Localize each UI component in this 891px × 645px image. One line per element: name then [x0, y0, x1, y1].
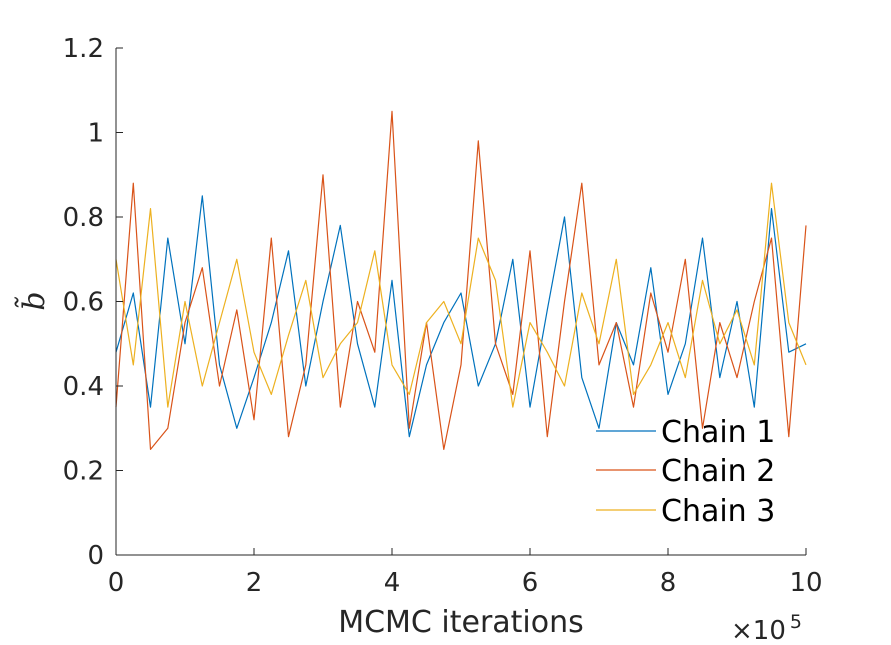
y-tick-label: 0.8 [63, 203, 104, 233]
x-tick-label: 0 [108, 568, 125, 598]
x-tick-label: 4 [384, 568, 401, 598]
legend-label-chain-3: Chain 3 [661, 494, 775, 529]
y-tick-label: 0.4 [63, 372, 104, 402]
legend: Chain 1 Chain 2 Chain 3 [596, 415, 775, 529]
x-axis-multiplier: ×10 5 [731, 611, 802, 645]
x-tick-label: 10 [789, 568, 822, 598]
x-axis-label: MCMC iterations [338, 605, 584, 640]
y-tick-label: 0 [87, 541, 104, 571]
legend-entry-chain-2: Chain 2 [596, 454, 775, 489]
y-tick-label: 0.6 [63, 288, 104, 318]
plot-background [116, 48, 806, 555]
y-axis-label: b̃ [14, 291, 52, 310]
x-tick-label: 2 [246, 568, 263, 598]
x-axis-multiplier-base: ×10 [731, 616, 786, 645]
series-layer [115, 110, 807, 450]
y-tick-label: 0.2 [63, 457, 104, 487]
series-line-chain-2 [115, 110, 807, 450]
y-tick-label: 1 [87, 119, 104, 149]
x-axis-multiplier-exponent: 5 [790, 611, 802, 633]
x-tick-label: 8 [660, 568, 677, 598]
legend-entry-chain-1: Chain 1 [596, 415, 775, 450]
series-line-chain-3 [115, 182, 807, 408]
legend-entry-chain-3: Chain 3 [596, 494, 775, 529]
y-ticks: 0 0.2 0.4 0.6 0.8 1 1.2 [63, 34, 123, 571]
x-ticks: 0 2 4 6 8 10 [108, 548, 823, 598]
y-tick-label: 1.2 [63, 34, 104, 64]
series-line-chain-1 [115, 195, 807, 438]
legend-label-chain-1: Chain 1 [661, 415, 775, 450]
x-tick-label: 6 [522, 568, 539, 598]
legend-label-chain-2: Chain 2 [661, 454, 775, 489]
